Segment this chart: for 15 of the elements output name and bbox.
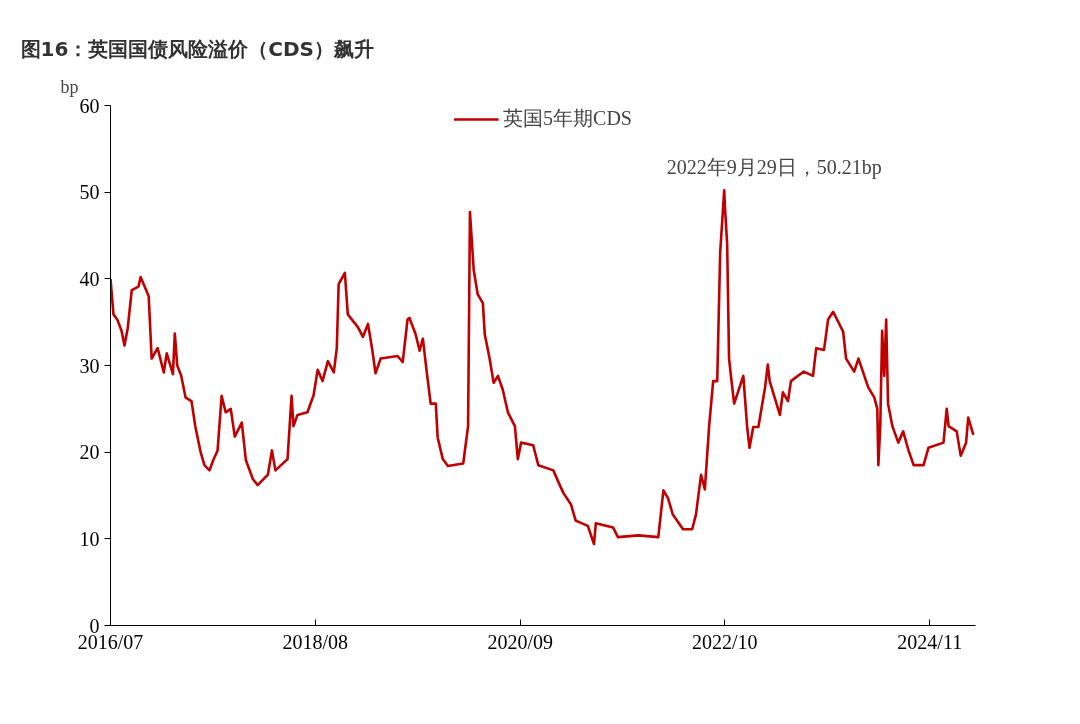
x-tick-label: 2020/09 (487, 630, 554, 653)
y-tick-label: 50 (79, 181, 100, 204)
y-tick-label: 60 (79, 94, 100, 117)
y-tick-label: 10 (79, 527, 100, 550)
y-tick-label: 30 (79, 354, 100, 377)
y-axis-title: bp (60, 76, 79, 97)
chart-title: 图16：英国国债风险溢价（CDS）飙升 (20, 36, 375, 61)
line-series (110, 189, 975, 546)
x-tick-label: 2018/08 (282, 630, 349, 653)
annotation: 2022年9月29日，50.21bp (666, 156, 882, 180)
y-tick-label: 20 (79, 441, 100, 464)
x-tick-label: 2024/11 (897, 630, 963, 653)
legend-label: 英国5年期CDS (503, 106, 632, 131)
y-tick-label: 40 (79, 267, 100, 290)
x-tick-label: 2022/10 (691, 630, 758, 653)
